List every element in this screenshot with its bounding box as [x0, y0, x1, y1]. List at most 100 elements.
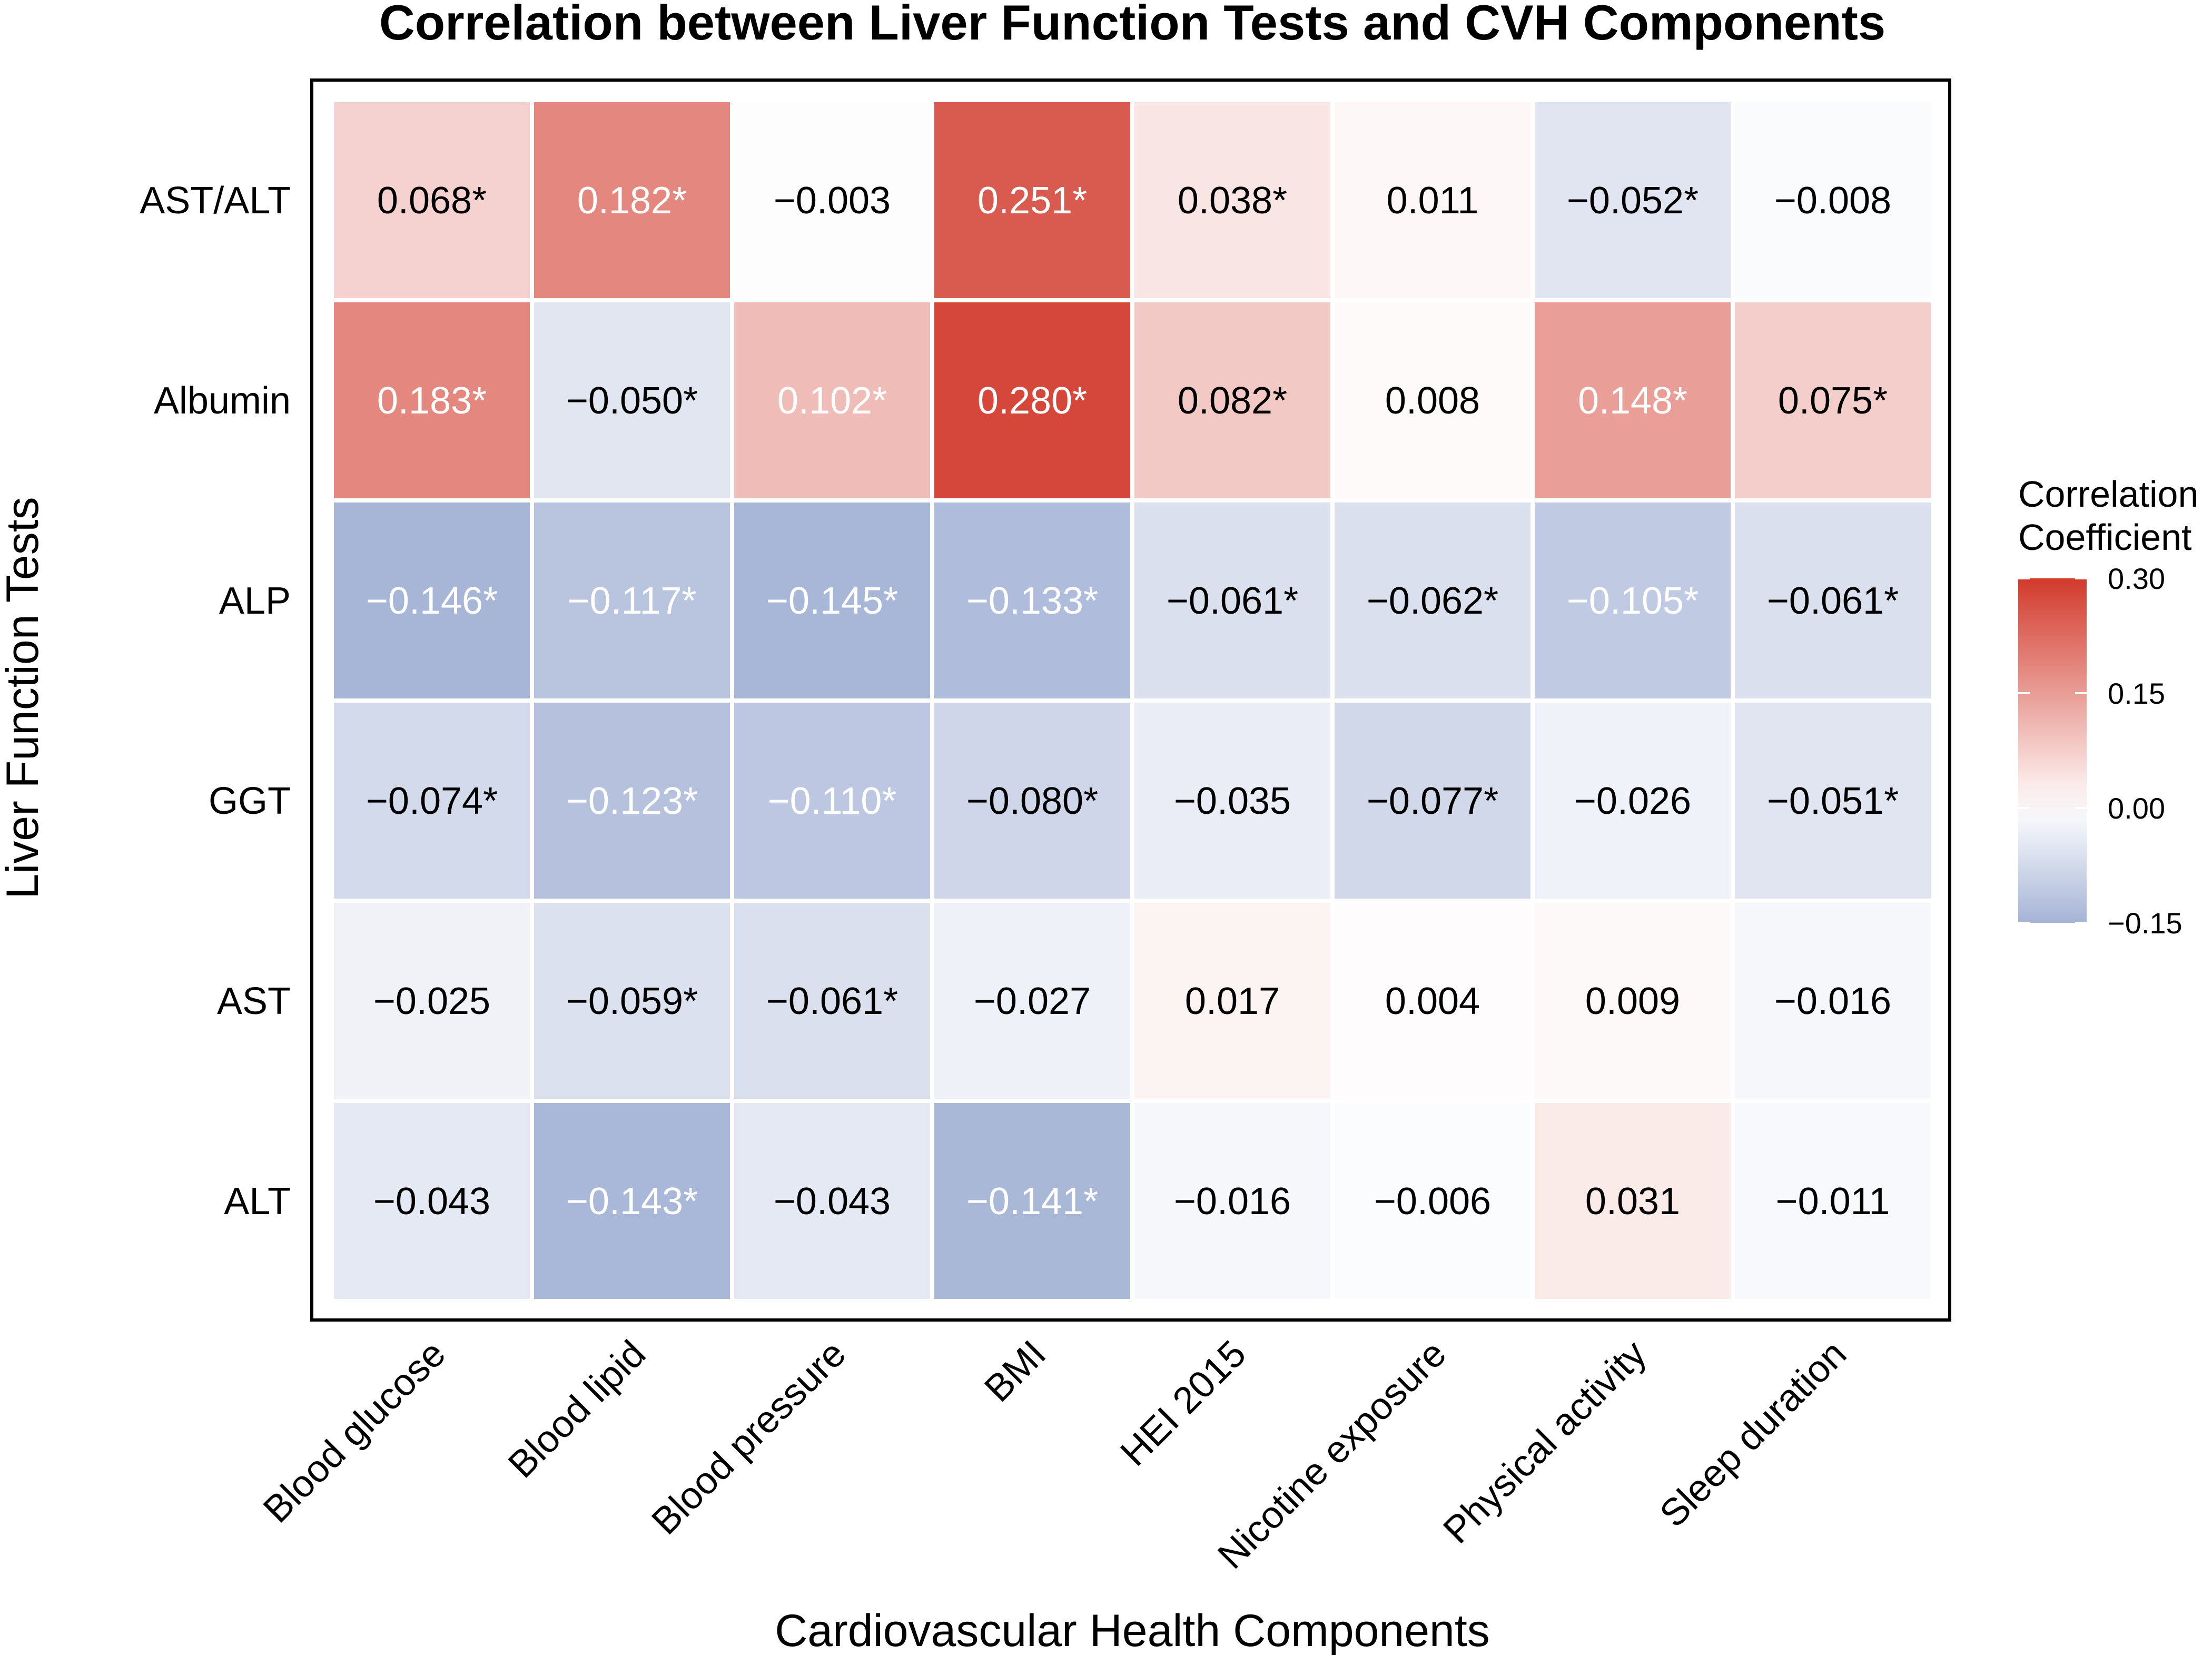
heatmap-cell [734, 903, 930, 1099]
heatmap-cell [1134, 503, 1330, 698]
heatmap-cell [734, 1103, 930, 1299]
heatmap-cell [1134, 703, 1330, 899]
panel-border [310, 78, 1951, 1322]
cell-value-label: −0.105* [1567, 580, 1698, 622]
heatmap-cells: 0.068* 0.182* −0.003 0.251* 0.038* 0.011 −0.05… [334, 102, 1931, 1299]
heatmap-cell [934, 503, 1130, 698]
heatmap-cell [1335, 102, 1530, 298]
cell-value-label: −0.061* [1767, 580, 1899, 622]
heatmap-cell [534, 302, 730, 498]
cell-value-label: −0.043 [373, 1180, 490, 1223]
cell-value-label: 0.038* [1178, 180, 1287, 222]
cell-value-label: −0.016 [1174, 1180, 1291, 1223]
heatmap-cell [734, 703, 930, 899]
cell-value-label: −0.050* [566, 380, 698, 422]
heatmap-cell [534, 102, 730, 298]
cell-value-label: −0.025 [373, 980, 490, 1022]
cell-value-label: −0.026 [1574, 780, 1691, 822]
legend-tick-label: 0.00 [2108, 792, 2165, 825]
legend-title-line1: Correlation [2018, 474, 2198, 515]
cell-value-label: 0.182* [577, 180, 687, 222]
heatmap-cell [1735, 903, 1931, 1099]
heatmap-cell [1735, 503, 1931, 698]
heatmap-cell [1134, 1103, 1330, 1299]
heatmap-cell [334, 703, 530, 899]
cell-value-label: 0.008 [1385, 380, 1480, 422]
cell-value-label: 0.280* [977, 380, 1087, 422]
column-label: Sleep duration [1652, 1333, 1854, 1535]
cell-value-label: −0.062* [1367, 580, 1498, 622]
cell-value-label: −0.006 [1374, 1180, 1491, 1223]
cell-value-label: 0.068* [377, 180, 487, 222]
heatmap-cell [334, 503, 530, 698]
heatmap-cell [934, 1103, 1130, 1299]
column-label: Blood pressure [644, 1333, 854, 1543]
cell-value-label: −0.123* [566, 780, 698, 822]
heatmap-cell [1335, 903, 1530, 1099]
cell-value-label: 0.251* [977, 180, 1087, 222]
heatmap-cell [534, 503, 730, 698]
cell-value-label: −0.043 [774, 1180, 891, 1223]
heatmap-cell [334, 302, 530, 498]
legend-title-line2: Coefficient [2018, 517, 2191, 558]
heatmap-cell [1535, 302, 1731, 498]
legend-tick-label: −0.15 [2108, 907, 2183, 940]
heatmap-cell [1335, 302, 1530, 498]
heatmap-cell [1134, 302, 1330, 498]
heatmap-cell [1735, 102, 1931, 298]
heatmap-cell [534, 1103, 730, 1299]
cell-value-label: 0.183* [377, 380, 487, 422]
heatmap-cell [1335, 703, 1530, 899]
heatmap-cell [1134, 903, 1330, 1099]
cell-value-label: 0.075* [1778, 380, 1888, 422]
cell-value-label: −0.052* [1567, 180, 1698, 222]
cell-value-label: −0.003 [774, 180, 891, 222]
cell-value-label: 0.082* [1178, 380, 1287, 422]
cell-value-label: −0.133* [966, 580, 1098, 622]
y-axis-title: Liver Function Tests [0, 497, 48, 899]
cell-value-label: 0.148* [1578, 380, 1687, 422]
legend-colorbar [2018, 578, 2087, 923]
heatmap-cell [1134, 102, 1330, 298]
heatmap-cell [734, 302, 930, 498]
column-label: HEI 2015 [1112, 1333, 1254, 1474]
cell-value-label: −0.011 [1776, 1180, 1890, 1223]
row-label: GGT [209, 780, 291, 822]
column-label: Blood glucose [255, 1333, 453, 1531]
cell-value-label: −0.110* [768, 780, 897, 822]
cell-value-label: −0.145* [766, 580, 898, 622]
heatmap-cell [934, 903, 1130, 1099]
cell-value-label: −0.008 [1774, 180, 1891, 222]
cell-value-label: 0.102* [777, 380, 887, 422]
cell-value-label: −0.059* [566, 980, 698, 1022]
cell-value-label: −0.051* [1767, 780, 1899, 822]
heatmap-cell [1535, 1103, 1731, 1299]
cell-value-label: 0.017 [1185, 980, 1280, 1022]
heatmap-cell [734, 102, 930, 298]
legend: Correlation Coefficient 0.30 0.15 0.00 −0.1… [2018, 474, 2198, 940]
cell-value-label: −0.027 [974, 980, 1091, 1022]
row-label: AST/ALT [140, 180, 291, 222]
heatmap-cell [1335, 1103, 1530, 1299]
row-label: Albumin [154, 380, 291, 422]
legend-ticks: 0.30 0.15 0.00 −0.15 [2018, 562, 2183, 940]
cell-value-label: −0.077* [1367, 780, 1498, 822]
heatmap-cell [334, 1103, 530, 1299]
row-label: AST [217, 980, 291, 1022]
chart-title: Correlation between Liver Function Tests… [379, 0, 1885, 50]
heatmap-cell [1535, 503, 1731, 698]
heatmap-cell [334, 102, 530, 298]
cell-value-label: −0.080* [966, 780, 1098, 822]
cell-value-label: −0.146* [366, 580, 498, 622]
heatmap-cell [934, 102, 1130, 298]
cell-value-label: 0.009 [1585, 980, 1680, 1022]
heatmap-cell [1735, 1103, 1931, 1299]
cell-value-label: −0.143* [566, 1180, 698, 1223]
column-label: Blood lipid [500, 1333, 654, 1486]
heatmap-cell [1535, 903, 1731, 1099]
cell-value-label: 0.011 [1387, 180, 1479, 222]
row-label: ALT [224, 1180, 291, 1223]
cell-value-label: −0.061* [766, 980, 898, 1022]
